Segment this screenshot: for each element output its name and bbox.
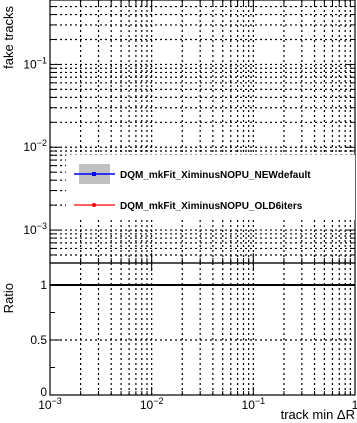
main-y-tick-label: 10−1 <box>23 55 47 71</box>
legend-marker-circle <box>92 203 96 207</box>
ratio-x-tick-labels: 10−3 10−2 10−1 1 <box>38 396 357 412</box>
ratio-plot-panel: 00.51 10−3 10−2 10−1 1 Ratio track min ΔR <box>1 262 357 422</box>
main-plot-panel: 10−3 10−2 10−1 fake tracks <box>1 0 356 264</box>
x-axis-label: track min ΔR <box>281 407 355 422</box>
legend-box <box>66 155 355 220</box>
legend-entry-new-default: DQM_mkFit_XiminusNOPU_NEWdefault <box>74 164 311 184</box>
ratio-y-axis-label: Ratio <box>1 283 16 313</box>
legend: DQM_mkFit_XiminusNOPU_NEWdefault DQM_mkF… <box>66 155 355 220</box>
main-grid <box>50 0 355 263</box>
main-y-tick-labels: 10−3 10−2 10−1 <box>23 55 47 237</box>
legend-marker-square <box>92 172 96 176</box>
ratio-y-tick-labels: 00.51 <box>30 278 47 399</box>
x-tick-label: 1 <box>352 398 357 412</box>
ratio-y-tick-label: 0 <box>40 385 47 399</box>
ratio-axis-ticks <box>49 263 356 396</box>
main-y-tick-label: 10−3 <box>23 221 47 237</box>
legend-label: DQM_mkFit_XiminusNOPU_NEWdefault <box>120 170 311 181</box>
ratio-y-tick-label: 1 <box>40 278 47 292</box>
main-y-tick-label: 10−2 <box>23 138 47 154</box>
legend-entry-old-6iters: DQM_mkFit_XiminusNOPU_OLD6iters <box>74 201 303 212</box>
x-tick-label: 10−2 <box>140 396 164 412</box>
ratio-y-tick-label: 0.5 <box>30 333 47 347</box>
legend-label: DQM_mkFit_XiminusNOPU_OLD6iters <box>120 201 303 212</box>
x-tick-label: 10−1 <box>242 396 266 412</box>
ratio-plot-frame <box>49 262 356 396</box>
main-y-axis-label: fake tracks <box>1 6 16 69</box>
x-tick-label: 10−3 <box>38 396 62 412</box>
ratio-grid <box>50 263 355 395</box>
